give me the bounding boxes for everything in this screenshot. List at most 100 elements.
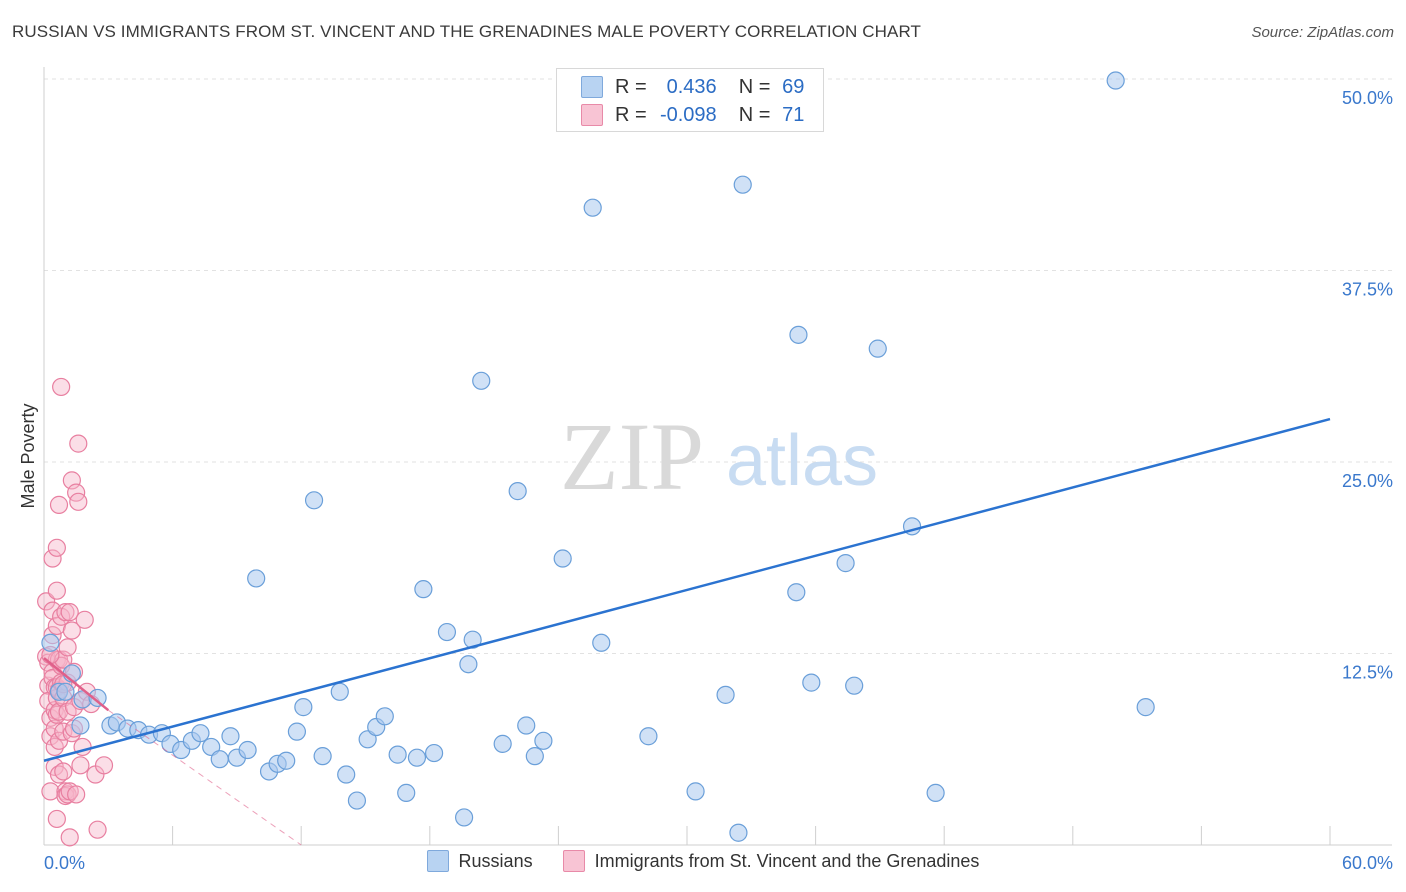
y-tick-label: 12.5% (1342, 663, 1393, 683)
watermark-zip: ZIP (560, 403, 704, 510)
russians-point (221, 727, 240, 746)
russians-point (517, 716, 536, 735)
russians-r-value: 0.436 (666, 75, 717, 98)
immigrants-trend-line (43, 657, 110, 712)
russians-point (454, 808, 474, 827)
russians-point (56, 682, 75, 701)
russians-point (459, 655, 478, 674)
russians-point (733, 175, 752, 194)
russians-series (41, 71, 1155, 842)
russians-point (294, 698, 313, 717)
y-tick-label: 25.0% (1342, 471, 1393, 491)
russians-point (802, 673, 821, 692)
watermark: ZIP atlas (560, 403, 878, 510)
immigrants-point (67, 785, 86, 804)
russians-n-value: 69 (782, 75, 805, 98)
immigrants-point (58, 702, 77, 721)
immigrants-point (69, 492, 88, 511)
russians-point (1106, 71, 1125, 90)
immigrants-point (71, 756, 90, 775)
russians-point (375, 707, 394, 726)
russians-point (388, 745, 407, 764)
russians-point (41, 633, 60, 652)
immigrants-series (37, 377, 114, 847)
russians-point (639, 727, 658, 746)
russians-point (347, 791, 367, 810)
immigrants-point (69, 434, 88, 453)
russians-point (424, 743, 444, 763)
russians-point (337, 765, 356, 784)
r-label: R = (615, 75, 647, 98)
russians-point (437, 622, 457, 642)
x-tick-label-max: 60.0% (1342, 853, 1393, 873)
russians-point (313, 747, 332, 766)
legend-item-immigrants[interactable]: Immigrants from St. Vincent and the Gren… (562, 850, 980, 872)
russians-legend-swatch (426, 850, 449, 872)
stats-row-russians: R = 0.436 N = 69 (581, 73, 804, 101)
immigrants-n-value: 71 (782, 103, 805, 126)
y-tick-label: 37.5% (1342, 280, 1393, 300)
r-label: R = (615, 103, 647, 126)
immigrants-point (60, 828, 79, 847)
russians-point (88, 688, 107, 708)
russians-point (836, 554, 855, 573)
immigrants-point (47, 538, 66, 557)
russians-point (191, 724, 210, 743)
stats-legend: R = 0.436 N = 69 R = -0.098 N = 71 (556, 68, 824, 132)
immigrants-point (37, 592, 56, 611)
russians-point (238, 740, 257, 760)
immigrants-point (62, 621, 81, 640)
legend-label-russians: Russians (458, 850, 533, 871)
x-tick-label-min: 0.0% (44, 853, 85, 873)
russians-swatch (581, 76, 603, 98)
russians-point (789, 325, 808, 344)
immigrants-legend-swatch (562, 850, 585, 872)
russians-point (414, 580, 433, 599)
russians-point (787, 583, 806, 602)
immigrants-point (94, 756, 114, 775)
grid (44, 78, 1392, 654)
russians-point (525, 747, 544, 766)
russians-point (686, 782, 705, 801)
immigrants-point (52, 377, 71, 397)
russians-point (592, 633, 611, 652)
legend-item-russians[interactable]: Russians (426, 850, 533, 872)
russians-point (472, 371, 491, 390)
russians-point (583, 198, 602, 217)
russians-point (304, 491, 324, 510)
chart-title: RUSSIAN VS IMMIGRANTS FROM ST. VINCENT A… (12, 22, 922, 41)
immigrants-point (49, 495, 69, 514)
n-label: N = (738, 103, 771, 126)
y-axis-label: Male Poverty (18, 403, 38, 508)
axes (43, 67, 1392, 846)
legend-label-immigrants: Immigrants from St. Vincent and the Gren… (594, 850, 980, 871)
immigrants-swatch (581, 104, 603, 126)
russians-point (210, 750, 229, 769)
watermark-atlas: atlas (726, 421, 878, 501)
n-label: N = (738, 75, 771, 98)
russians-point (845, 676, 864, 695)
russians-point (407, 748, 427, 767)
russians-point (868, 339, 887, 358)
russians-point (397, 783, 416, 803)
immigrants-point (58, 638, 77, 657)
russians-point (463, 630, 482, 649)
immigrants-point (56, 603, 75, 622)
immigrants-point (75, 610, 94, 629)
russians-point (330, 682, 349, 701)
russians-point (926, 783, 945, 803)
immigrants-point (88, 820, 107, 839)
immigrants-point (47, 581, 66, 600)
immigrants-r-value: -0.098 (659, 103, 717, 126)
y-tick-label: 50.0% (1342, 88, 1393, 108)
trend-lines (43, 417, 1331, 846)
russians-point (1136, 698, 1155, 717)
russians-point (716, 685, 735, 704)
bottom-legend: Russians Immigrants from St. Vincent and… (0, 850, 1406, 872)
russians-point (287, 722, 307, 741)
russians-point (71, 716, 90, 735)
immigrants-point (56, 782, 75, 801)
russians-point (493, 734, 512, 753)
immigrants-point (60, 603, 79, 622)
